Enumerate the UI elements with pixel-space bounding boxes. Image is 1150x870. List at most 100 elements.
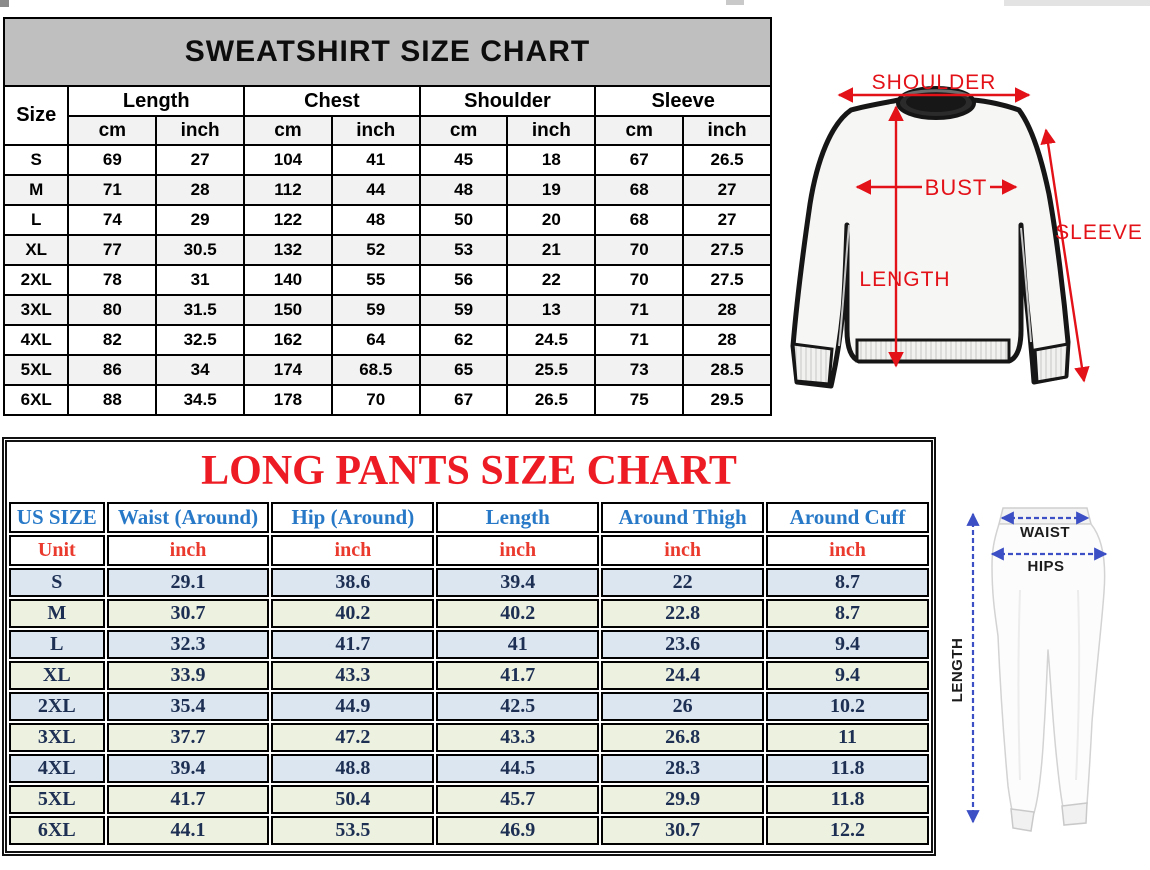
measurement-cell: 50.4 xyxy=(271,785,435,814)
sweatshirt-left-cuff xyxy=(791,342,834,386)
sweatshirt-size-row: S 69 27 104 41 45 18 67 26.5 xyxy=(2,144,772,176)
measurement-cell: 48 xyxy=(418,174,509,206)
sweatshirt-size-row: M 71 28 112 44 48 19 68 27 xyxy=(2,174,772,206)
size-cell: 6XL xyxy=(9,816,105,845)
column-header-sleeve: Sleeve xyxy=(594,85,772,117)
measurement-cell: 59 xyxy=(418,294,509,326)
measurement-cell: 41.7 xyxy=(106,785,270,814)
sweatshirt-size-chart: SWEATSHIRT SIZE CHART Size Length Chest … xyxy=(2,17,772,416)
measurement-cell: 62 xyxy=(418,324,509,356)
sleeve-arrow xyxy=(1040,128,1090,383)
sweatshirt-seam-right xyxy=(1020,227,1032,343)
measurement-cell: 23.6 xyxy=(601,630,765,659)
column-header-shoulder: Shoulder xyxy=(418,85,597,117)
pants-hips-label: HIPS xyxy=(1027,558,1064,575)
measurement-cell: 174 xyxy=(243,354,333,386)
measurement-cell: 28.3 xyxy=(601,754,765,783)
measurement-cell: 30.7 xyxy=(106,599,270,628)
measurement-cell: 39.4 xyxy=(436,568,600,597)
unit-cell: inch xyxy=(601,535,765,566)
measurement-cell: 28.5 xyxy=(682,354,772,386)
measurement-cell: 26 xyxy=(601,692,765,721)
sweatshirt-size-row: 6XL 88 34.5 178 70 67 26.5 75 29.5 xyxy=(2,384,772,416)
measurement-cell: 12.2 xyxy=(766,816,929,845)
measurement-cell: 64 xyxy=(330,324,421,356)
measurement-cell: 24.4 xyxy=(601,661,765,690)
pants-size-row: 6XL 44.1 53.5 46.9 30.7 12.2 xyxy=(9,816,929,845)
measurement-cell: 78 xyxy=(67,264,158,296)
pants-size-row: S 29.1 38.6 39.4 22 8.7 xyxy=(9,568,929,597)
sweatshirt-size-row: 5XL 86 34 174 68.5 65 25.5 73 28.5 xyxy=(2,354,772,386)
column-header-cuff: Around Cuff xyxy=(766,502,929,533)
measurement-cell: 50 xyxy=(418,204,509,236)
size-cell: XL xyxy=(9,661,105,690)
size-cell: 4XL xyxy=(2,324,70,356)
measurement-cell: 31.5 xyxy=(155,294,246,326)
column-header-hip: Hip (Around) xyxy=(271,502,435,533)
length-label: LENGTH xyxy=(859,268,950,291)
sweatshirt-size-row: 2XL 78 31 140 55 56 22 70 27.5 xyxy=(2,264,772,296)
measurement-cell: 68 xyxy=(594,204,685,236)
size-cell: 3XL xyxy=(9,723,105,752)
measurement-cell: 43.3 xyxy=(271,661,435,690)
pants-waistband xyxy=(998,507,1092,525)
measurement-cell: 43.3 xyxy=(436,723,600,752)
measurement-cell: 45 xyxy=(418,144,509,176)
column-header-waist: Waist (Around) xyxy=(106,502,270,533)
measurement-cell: 27 xyxy=(682,174,772,206)
measurement-cell: 24.5 xyxy=(506,324,597,356)
size-cell: XL xyxy=(2,234,70,266)
measurement-cell: 112 xyxy=(243,174,333,206)
measurement-cell: 80 xyxy=(67,294,158,326)
pants-left-cuff xyxy=(1010,808,1035,832)
measurement-cell: 162 xyxy=(243,324,333,356)
measurement-cell: 27.5 xyxy=(682,264,772,296)
measurement-cell: 22.8 xyxy=(601,599,765,628)
sweatshirt-size-row: 4XL 82 32.5 162 64 62 24.5 71 28 xyxy=(2,324,772,356)
unit-header-cm: cm xyxy=(594,115,685,146)
measurement-cell: 45.7 xyxy=(436,785,600,814)
measurement-cell: 77 xyxy=(67,234,158,266)
measurement-cell: 34 xyxy=(155,354,246,386)
pants-measurement-diagram: WAIST HIPS LENGTH xyxy=(940,470,1150,870)
measurement-cell: 29.1 xyxy=(106,568,270,597)
sweatshirt-header-row: Size Length Chest Shoulder Sleeve xyxy=(2,85,772,146)
sleeve-label: SLEEVE xyxy=(1055,221,1143,244)
measurement-cell: 34.5 xyxy=(155,384,246,416)
unit-cell: inch xyxy=(106,535,270,566)
measurement-cell: 53.5 xyxy=(271,816,435,845)
measurement-cell: 26.8 xyxy=(601,723,765,752)
measurement-cell: 150 xyxy=(243,294,333,326)
unit-header-inch: inch xyxy=(506,115,597,146)
shoulder-label: SHOULDER xyxy=(872,71,997,94)
pants-length-label: LENGTH xyxy=(949,638,966,703)
measurement-cell: 46.9 xyxy=(436,816,600,845)
unit-cell: inch xyxy=(271,535,435,566)
measurement-cell: 37.7 xyxy=(106,723,270,752)
measurement-cell: 41.7 xyxy=(436,661,600,690)
measurement-cell: 140 xyxy=(243,264,333,296)
column-header-thigh: Around Thigh xyxy=(601,502,765,533)
measurement-cell: 48 xyxy=(330,204,421,236)
measurement-cell: 68.5 xyxy=(330,354,421,386)
bust-label: BUST xyxy=(925,175,988,200)
measurement-cell: 20 xyxy=(506,204,597,236)
pants-size-row: 5XL 41.7 50.4 45.7 29.9 11.8 xyxy=(9,785,929,814)
pants-waist-label: WAIST xyxy=(1020,524,1070,541)
size-cell: 5XL xyxy=(2,354,70,386)
pants-crease-left xyxy=(1017,589,1021,781)
measurement-cell: 29.9 xyxy=(601,785,765,814)
column-header-size: Size xyxy=(2,85,70,146)
measurement-cell: 69 xyxy=(67,144,158,176)
measurement-cell: 86 xyxy=(67,354,158,386)
measurement-cell: 48.8 xyxy=(271,754,435,783)
measurement-cell: 22 xyxy=(506,264,597,296)
measurement-cell: 41 xyxy=(330,144,421,176)
unit-header-inch: inch xyxy=(682,115,772,146)
unit-header-cm: cm xyxy=(243,115,333,146)
size-cell: 2XL xyxy=(9,692,105,721)
measurement-cell: 13 xyxy=(506,294,597,326)
size-cell: L xyxy=(9,630,105,659)
measurement-cell: 27 xyxy=(682,204,772,236)
